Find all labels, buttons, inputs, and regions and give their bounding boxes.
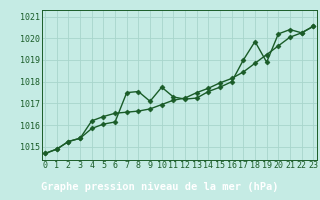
Text: Graphe pression niveau de la mer (hPa): Graphe pression niveau de la mer (hPa): [41, 182, 279, 192]
